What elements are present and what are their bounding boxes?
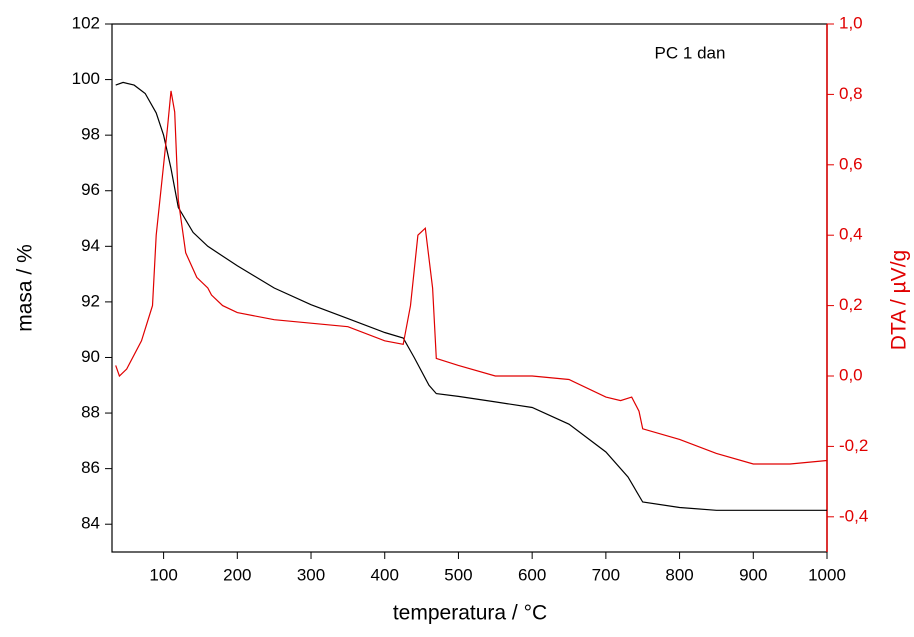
plot-frame bbox=[111, 23, 828, 553]
x-tick-label: 100 bbox=[149, 565, 177, 584]
y-tick-label: 90 bbox=[81, 347, 100, 366]
y-tick-label: 86 bbox=[81, 458, 100, 477]
data-line bbox=[115, 81, 827, 511]
y2-tick-label: 0,6 bbox=[839, 154, 863, 173]
y-axis-label: masa / % bbox=[14, 244, 37, 332]
annotation: PC 1 dan bbox=[655, 43, 726, 62]
y2-tick-label: 0,2 bbox=[839, 295, 863, 314]
y-tick-label: 88 bbox=[81, 403, 100, 422]
y-tick-label: 100 bbox=[72, 69, 100, 88]
y2-tick-label: 0,0 bbox=[839, 365, 863, 384]
y-tick-label: 84 bbox=[81, 514, 100, 533]
y2-tick-label: 0,8 bbox=[839, 84, 863, 103]
x-tick-label: 400 bbox=[371, 565, 399, 584]
x-tick-label: 1000 bbox=[808, 565, 846, 584]
x-axis-label: temperatura / °C bbox=[393, 602, 547, 625]
y2-tick-label: -0,4 bbox=[839, 506, 868, 525]
x-tick-label: 300 bbox=[297, 565, 325, 584]
x-tick-label: 600 bbox=[518, 565, 546, 584]
data-line bbox=[115, 90, 828, 465]
x-tick-label: 200 bbox=[223, 565, 251, 584]
y2-tick-label: -0,2 bbox=[839, 436, 868, 455]
y2-tick-label: 1,0 bbox=[839, 13, 863, 32]
y-tick-label: 102 bbox=[72, 13, 100, 32]
x-tick-label: 500 bbox=[444, 565, 472, 584]
x-tick-label: 900 bbox=[739, 565, 767, 584]
x-tick-label: 800 bbox=[665, 565, 693, 584]
y-tick-label: 96 bbox=[81, 180, 100, 199]
y2-tick-label: 0,4 bbox=[839, 225, 863, 244]
y2-axis-label: DTA / µV/g bbox=[888, 250, 911, 350]
y-tick-label: 94 bbox=[81, 236, 100, 255]
y-tick-label: 98 bbox=[81, 125, 100, 144]
x-tick-label: 700 bbox=[592, 565, 620, 584]
y-tick-label: 92 bbox=[81, 291, 100, 310]
